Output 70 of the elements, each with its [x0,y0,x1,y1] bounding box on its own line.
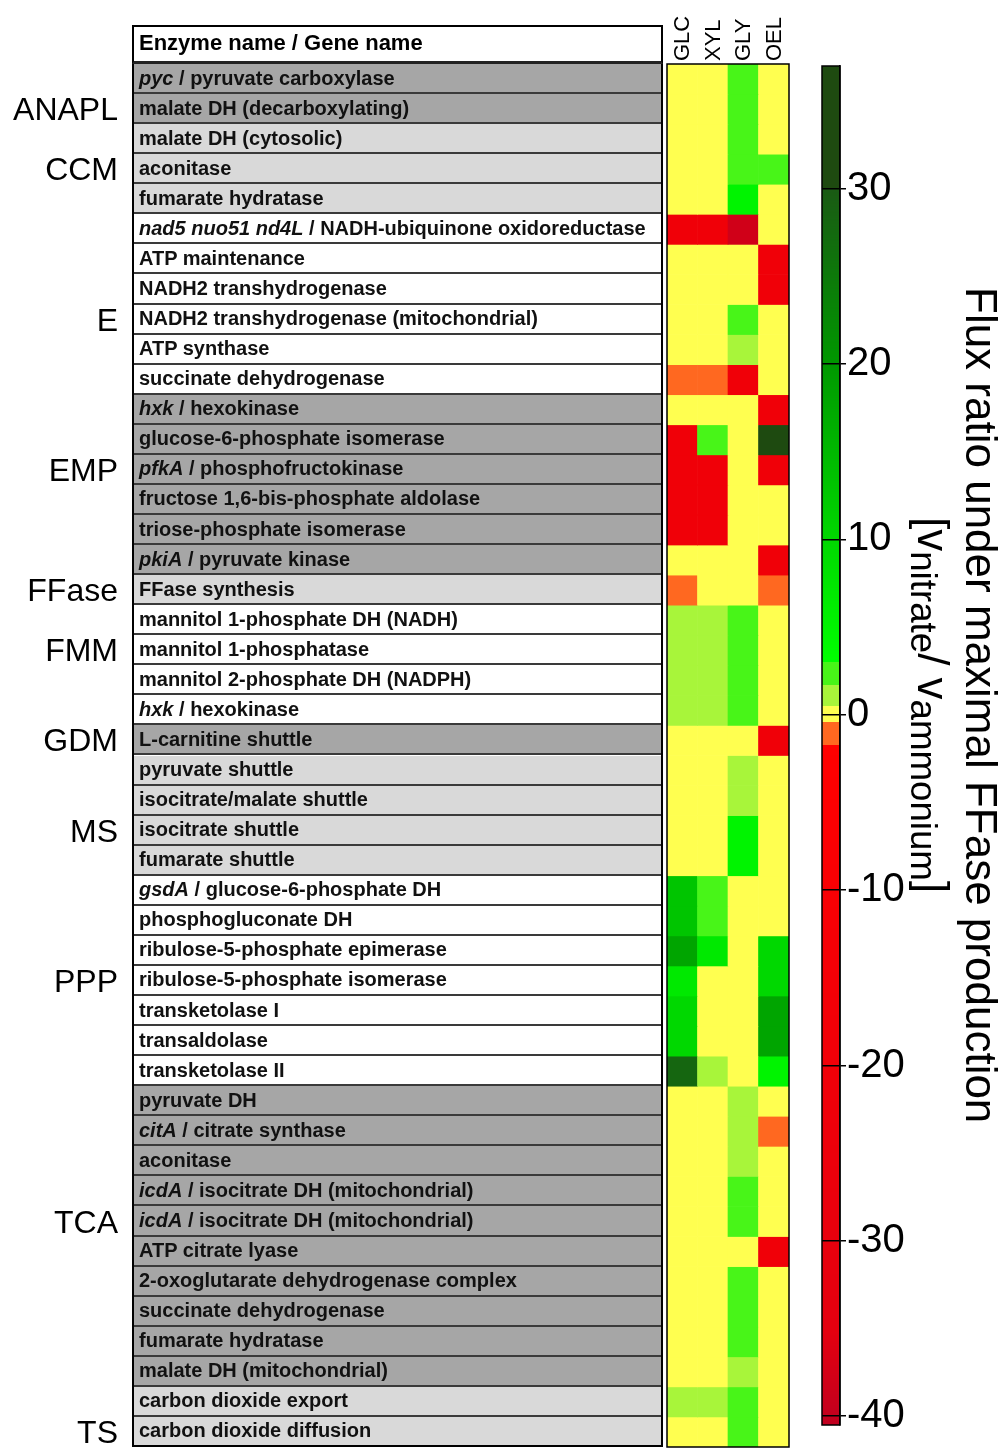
y-tick-label: gsdA / glucose-6-phosphate DH [139,878,442,902]
y-tick-label: hxk / hexokinase [139,397,300,421]
y-tick-label: fumarate hydratase [139,1329,324,1353]
y-tick-label: ATP synthase [139,337,270,361]
y-tick-label: fumarate shuttle [139,848,295,872]
x-tick-label: GLY [730,17,757,61]
x-tick-label: GLC [669,14,696,61]
y-tick-label: pyc / pyruvate carboxylase [139,66,395,90]
y-tick-label: fumarate hydratase [139,186,324,210]
y-tick-label: phosphogluconate DH [139,908,353,932]
y-tick-label: nad5 nuo51 nd4L / NADH-ubiquinone oxidoreductase [139,216,646,240]
y-tick-label: malate DH (cytosolic) [139,126,343,150]
x-tick-label: OEL [760,15,787,61]
y2-tick-label: FMM [44,631,118,671]
y2-tick-label: FFase [26,571,118,611]
y-tick-label: carbon dioxide export [139,1389,348,1413]
y2-tick-label: GDM [42,721,118,761]
y-tick-label: FFase synthesis [139,577,295,601]
y-tick-label: NADH2 transhydrogenase [139,276,387,300]
y-tick-label: mannitol 1-phosphate DH (NADH) [139,607,458,631]
y-tick-label: L-carnitine shuttle [139,727,313,751]
y2-tick-label: ANAPL [12,90,118,130]
y-tick-label: ribulose-5-phosphate epimerase [139,938,447,962]
y-tick-label: pyruvate DH [139,1088,257,1112]
y-tick-label: malate DH (decarboxylating) [139,96,410,120]
y-tick-label: ATP citrate lyase [139,1239,299,1263]
y-tick-label: ATP maintenance [139,246,305,270]
y2-tick-label: TS [76,1412,118,1450]
color-bar-label: -20 [847,1040,905,1085]
color-bar-label: -40 [847,1391,905,1436]
y-tick-label: transketolase II [139,1058,285,1082]
color-bar-label: 0 [847,689,870,734]
y2-tick-label: EMP [47,450,118,490]
y-tick-label: pkiA / pyruvate kinase [139,547,351,571]
y-tick-label: glucose-6-phosphate isomerase [139,427,445,451]
y-tick-label: ribulose-5-phosphate isomerase [139,968,447,992]
y-tick-label: icdA / isocitrate DH (mitochondrial) [139,1209,474,1232]
y-tick-label: isocitrate shuttle [139,818,300,842]
y-tick-label: transketolase I [139,998,280,1022]
y-tick-label: isocitrate/malate shuttle [139,788,368,812]
y-tick-label: carbon dioxide diffusion [139,1419,372,1443]
y2-tick-label: CCM [44,150,118,190]
color-bar-label: -10 [847,865,905,910]
y2-tick-label: PPP [52,962,118,1001]
y-tick-label: aconitase [139,1148,232,1172]
y-tick-label: pfkA / phosphofructokinase [139,457,404,481]
y-tick-label: pyruvate shuttle [139,758,294,782]
x-tick-label: XYL [699,18,726,61]
y-tick-label: transaldolase [139,1028,268,1052]
y2-tick-label: TCA [53,1202,118,1242]
y-tick-label: aconitase [139,156,232,180]
y-tick-label: 2-oxoglutarate dehydrogenase complex [139,1269,517,1293]
y-axis-title: Enzyme name / Gene name [132,25,663,64]
y-tick-label: malate DH (mitochondrial) [139,1359,388,1383]
y-tick-label: triose-phosphate isomerase [139,517,406,541]
y2-tick-label: MS [69,811,118,851]
y-tick-label: mannitol 1-phosphatase [139,637,370,661]
y-tick-label: NADH2 transhydrogenase (mitochondrial) [139,307,538,331]
y-tick-label: citA / citrate synthase [139,1118,346,1142]
color-bar-label: -30 [847,1215,905,1260]
y-tick-label: hxk / hexokinase [139,697,300,721]
color-bar-label: 30 [847,163,892,208]
y-tick-label: succinate dehydrogenase [139,367,385,391]
y-tick-label: icdA / isocitrate DH (mitochondrial) [139,1178,474,1202]
y-tick-label: fructose 1,6-bis-phosphate aldolase [139,487,481,511]
y-tick-label: mannitol 2-phosphate DH (NADPH) [139,667,472,691]
color-bar-label: 10 [847,514,892,559]
y-tick-label: succinate dehydrogenase [139,1299,385,1323]
color-bar-label: 20 [847,339,892,384]
y2-tick-label: E [95,300,118,340]
